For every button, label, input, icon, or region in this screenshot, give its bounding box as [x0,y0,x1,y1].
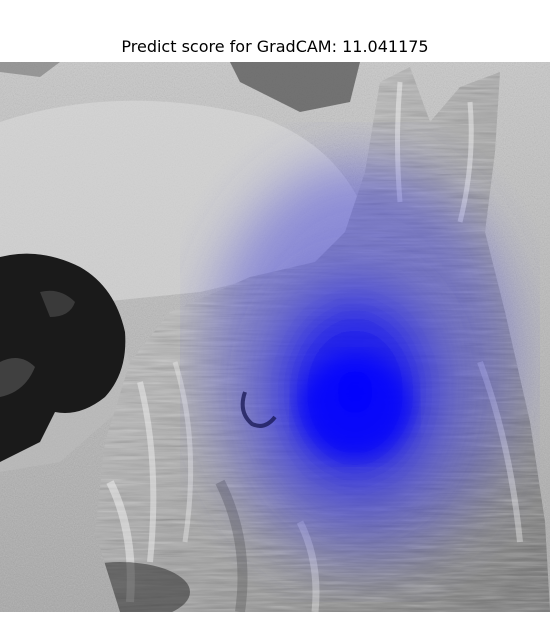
figure-title: Predict score for GradCAM: 11.041175 [121,37,429,56]
gradcam-heatmap [210,162,510,562]
black-dog [0,253,126,462]
dog-snout [240,391,277,428]
gradcam-image [0,62,550,612]
